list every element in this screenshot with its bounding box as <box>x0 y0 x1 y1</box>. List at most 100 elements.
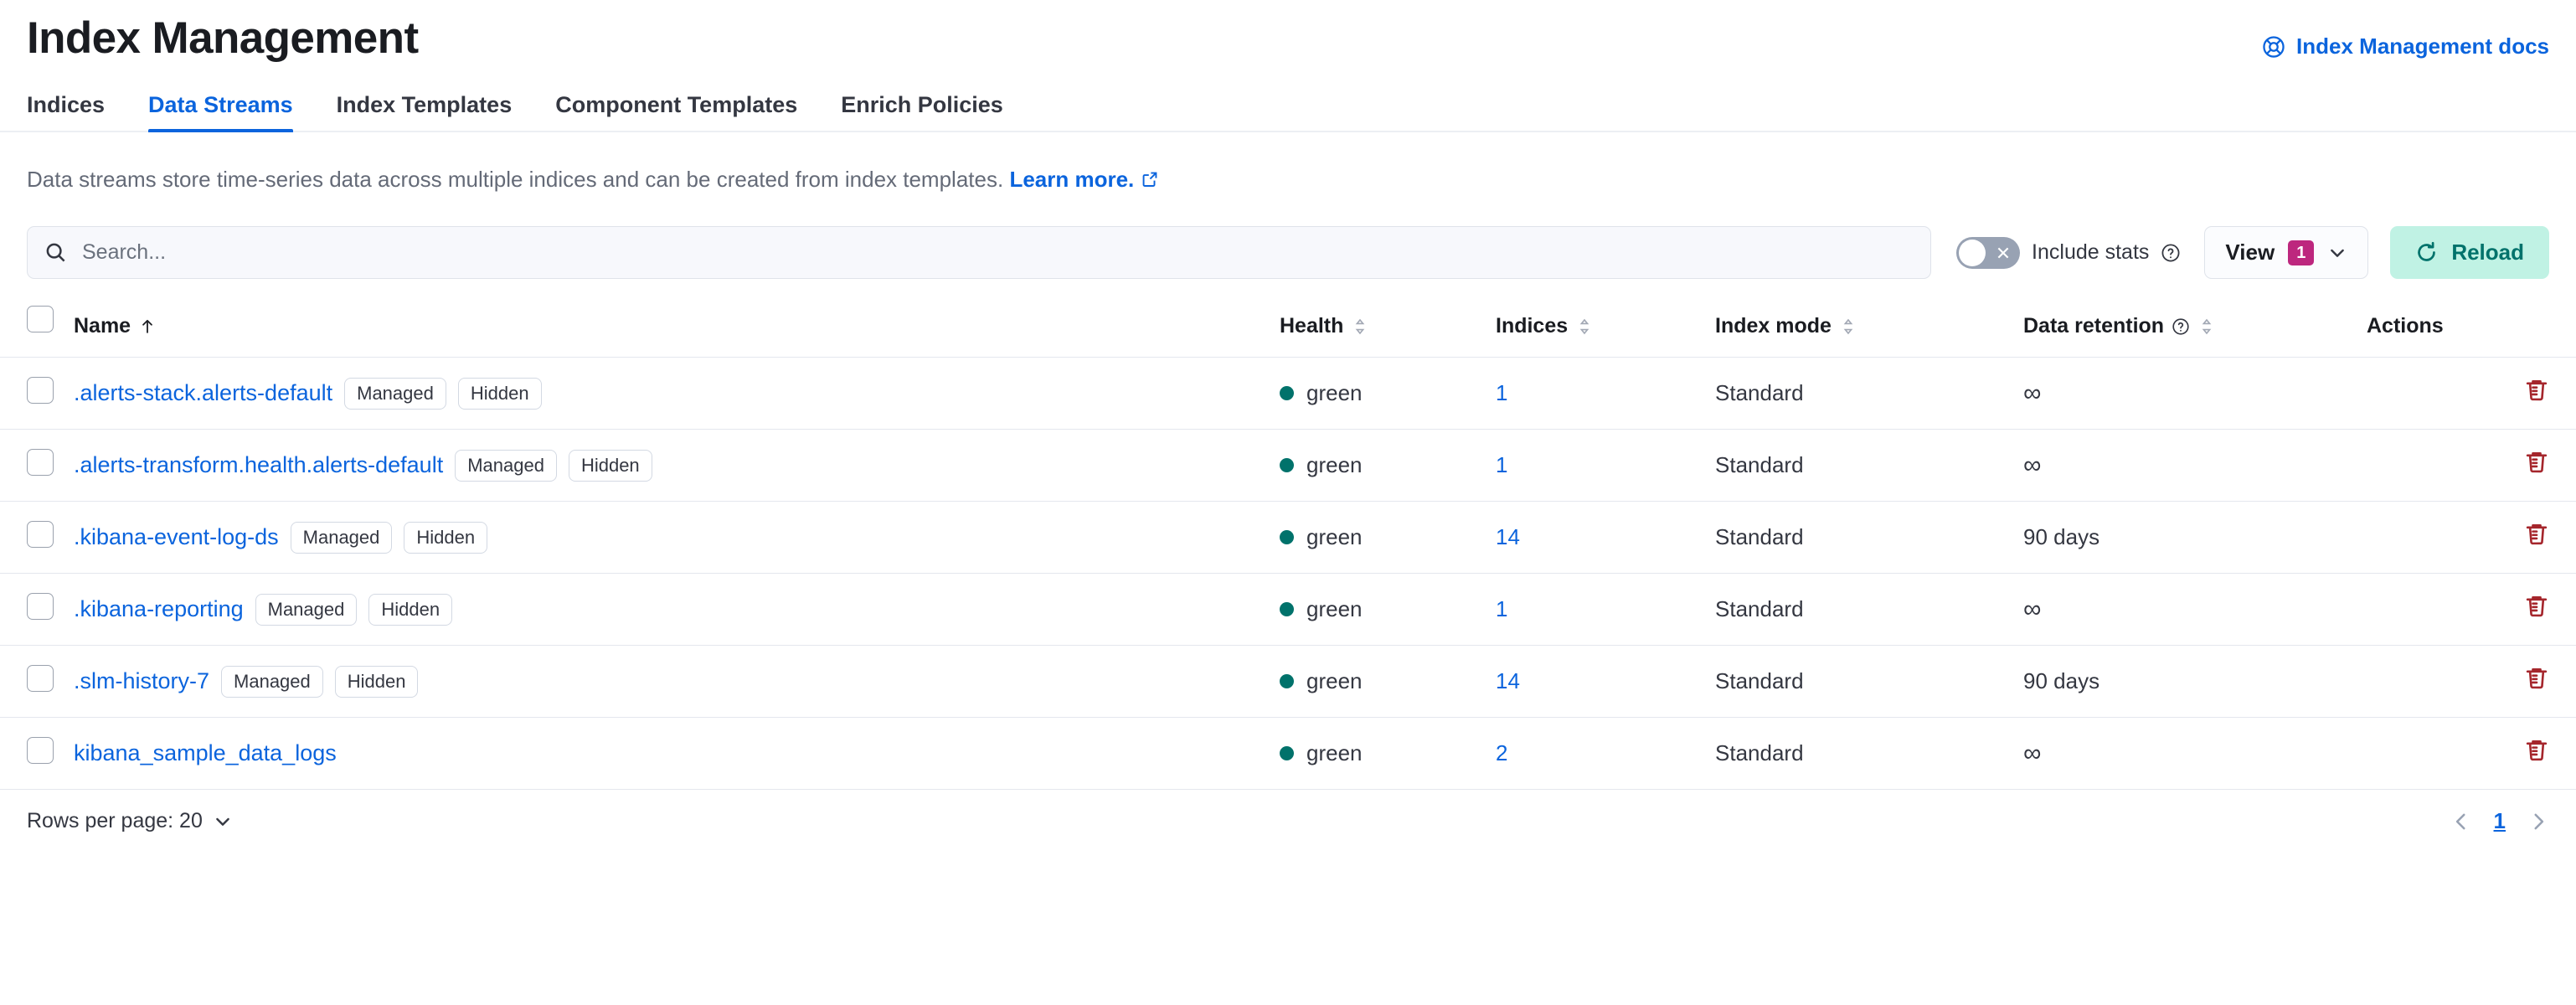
row-checkbox[interactable] <box>27 593 54 621</box>
tab-enrich-policies[interactable]: Enrich Policies <box>841 91 1003 117</box>
indices-count-link[interactable]: 14 <box>1496 524 1520 550</box>
trash-icon[interactable] <box>2524 520 2549 549</box>
row-checkbox[interactable] <box>27 521 54 549</box>
table-head: Name Health <box>0 306 2576 358</box>
include-stats-toggle[interactable] <box>1956 236 2021 269</box>
row-actions-cell <box>2367 717 2576 791</box>
indices-count-link[interactable]: 2 <box>1496 740 1508 766</box>
data-streams-table: Name Health <box>0 306 2576 791</box>
row-data-retention-cell: 90 days <box>2023 501 2367 574</box>
indices-count-link[interactable]: 1 <box>1496 380 1508 406</box>
row-checkbox[interactable] <box>27 449 54 477</box>
table-row: .kibana-event-log-ds Managed Hidden green 14… <box>0 501 2576 574</box>
column-header-actions: Actions <box>2367 314 2444 338</box>
select-all-checkbox[interactable] <box>27 306 54 333</box>
tab-index-templates[interactable]: Index Templates <box>336 91 513 117</box>
row-indices-cell: 14 <box>1496 501 1715 574</box>
data-stream-name-link[interactable]: .kibana-event-log-ds <box>74 524 279 550</box>
table-row: .alerts-transform.health.alerts-default M… <box>0 429 2576 502</box>
table-header-row: Name Health <box>0 306 2576 358</box>
view-button[interactable]: View 1 <box>2204 226 2369 280</box>
health-status-dot <box>1280 386 1294 401</box>
trash-icon[interactable] <box>2524 592 2549 621</box>
learn-more-link[interactable]: Learn more. <box>1009 166 1135 192</box>
column-header-index-mode[interactable]: Index mode <box>1715 306 2023 358</box>
question-in-circle-icon[interactable] <box>2172 317 2190 336</box>
badge-hidden: Hidden <box>568 449 652 482</box>
row-index-mode-cell: Standard <box>1715 501 2023 574</box>
badge-hidden: Hidden <box>457 377 542 410</box>
search-box[interactable] <box>27 226 1932 280</box>
row-data-retention-cell: 90 days <box>2023 645 2367 718</box>
row-health-cell: green <box>1280 429 1496 502</box>
column-header-health-label: Health <box>1280 314 1344 338</box>
reload-button[interactable]: Reload <box>2390 226 2549 280</box>
row-actions-cell <box>2367 357 2576 430</box>
search-input[interactable] <box>80 240 1914 266</box>
data-stream-name-link[interactable]: .slm-history-7 <box>74 668 210 694</box>
health-status-dot <box>1280 674 1294 689</box>
row-data-retention-cell: ∞ <box>2023 357 2367 430</box>
column-header-health[interactable]: Health <box>1280 306 1496 358</box>
index-management-docs-link[interactable]: Index Management docs <box>2262 34 2549 59</box>
chevron-right-icon[interactable] <box>2527 811 2549 832</box>
row-checkbox[interactable] <box>27 737 54 765</box>
row-data-retention-cell: ∞ <box>2023 429 2367 502</box>
column-header-indices[interactable]: Indices <box>1496 306 1715 358</box>
column-header-name[interactable]: Name <box>74 306 1280 358</box>
row-name-cell: .slm-history-7 Managed Hidden <box>74 645 1280 718</box>
row-select-cell <box>0 645 74 718</box>
health-status-label: green <box>1306 668 1363 694</box>
select-all-header <box>0 306 74 358</box>
row-indices-cell: 1 <box>1496 357 1715 430</box>
row-indices-cell: 14 <box>1496 645 1715 718</box>
sortable-icon <box>1351 317 1369 336</box>
indices-count-link[interactable]: 14 <box>1496 668 1520 694</box>
trash-icon[interactable] <box>2524 736 2549 765</box>
health-status-dot <box>1280 458 1294 473</box>
sortable-icon <box>1839 317 1857 336</box>
page-number-1[interactable]: 1 <box>2493 808 2506 834</box>
health-status-dot <box>1280 602 1294 617</box>
row-name-cell: .alerts-transform.health.alerts-default M… <box>74 429 1280 502</box>
column-header-data-retention[interactable]: Data retention <box>2023 306 2367 358</box>
docs-link-label: Index Management docs <box>2296 34 2549 59</box>
page-description: Data streams store time-series data acro… <box>0 164 2576 194</box>
row-index-mode-cell: Standard <box>1715 357 2023 430</box>
cross-icon <box>1995 245 2012 261</box>
row-select-cell <box>0 357 74 430</box>
sort-up-arrow-icon <box>138 317 157 336</box>
data-stream-name-link[interactable]: .alerts-stack.alerts-default <box>74 380 333 406</box>
data-retention-value: ∞ <box>2023 451 2041 479</box>
chevron-down-icon <box>2327 243 2347 263</box>
trash-icon[interactable] <box>2524 376 2549 405</box>
row-checkbox[interactable] <box>27 377 54 405</box>
data-stream-name-link[interactable]: .alerts-transform.health.alerts-default <box>74 452 444 478</box>
row-checkbox[interactable] <box>27 665 54 693</box>
tab-data-streams[interactable]: Data Streams <box>148 92 293 132</box>
chevron-left-icon[interactable] <box>2450 811 2472 832</box>
question-in-circle-icon[interactable] <box>2161 243 2181 263</box>
badge-managed: Managed <box>344 377 446 410</box>
table-row: .kibana-reporting Managed Hidden green 1 Stan… <box>0 573 2576 646</box>
data-stream-name-link[interactable]: .kibana-reporting <box>74 596 244 622</box>
toggle-knob <box>1959 239 1986 266</box>
trash-icon[interactable] <box>2524 448 2549 477</box>
data-retention-value: 90 days <box>2023 524 2100 550</box>
rows-per-page-selector[interactable]: Rows per page: 20 <box>27 809 233 833</box>
trash-icon[interactable] <box>2524 664 2549 693</box>
health-status-label: green <box>1306 380 1363 406</box>
include-stats-label: Include stats <box>2032 240 2150 265</box>
badge-managed: Managed <box>221 665 323 698</box>
pagination: 1 <box>2450 808 2549 834</box>
tab-component-templates[interactable]: Component Templates <box>555 91 798 117</box>
health-status-dot <box>1280 530 1294 545</box>
indices-count-link[interactable]: 1 <box>1496 596 1508 622</box>
row-health-cell: green <box>1280 573 1496 646</box>
data-retention-value: 90 days <box>2023 668 2100 694</box>
indices-count-link[interactable]: 1 <box>1496 452 1508 478</box>
sortable-icon <box>2197 317 2216 336</box>
data-stream-name-link[interactable]: kibana_sample_data_logs <box>74 740 337 766</box>
tab-indices[interactable]: Indices <box>27 91 106 117</box>
